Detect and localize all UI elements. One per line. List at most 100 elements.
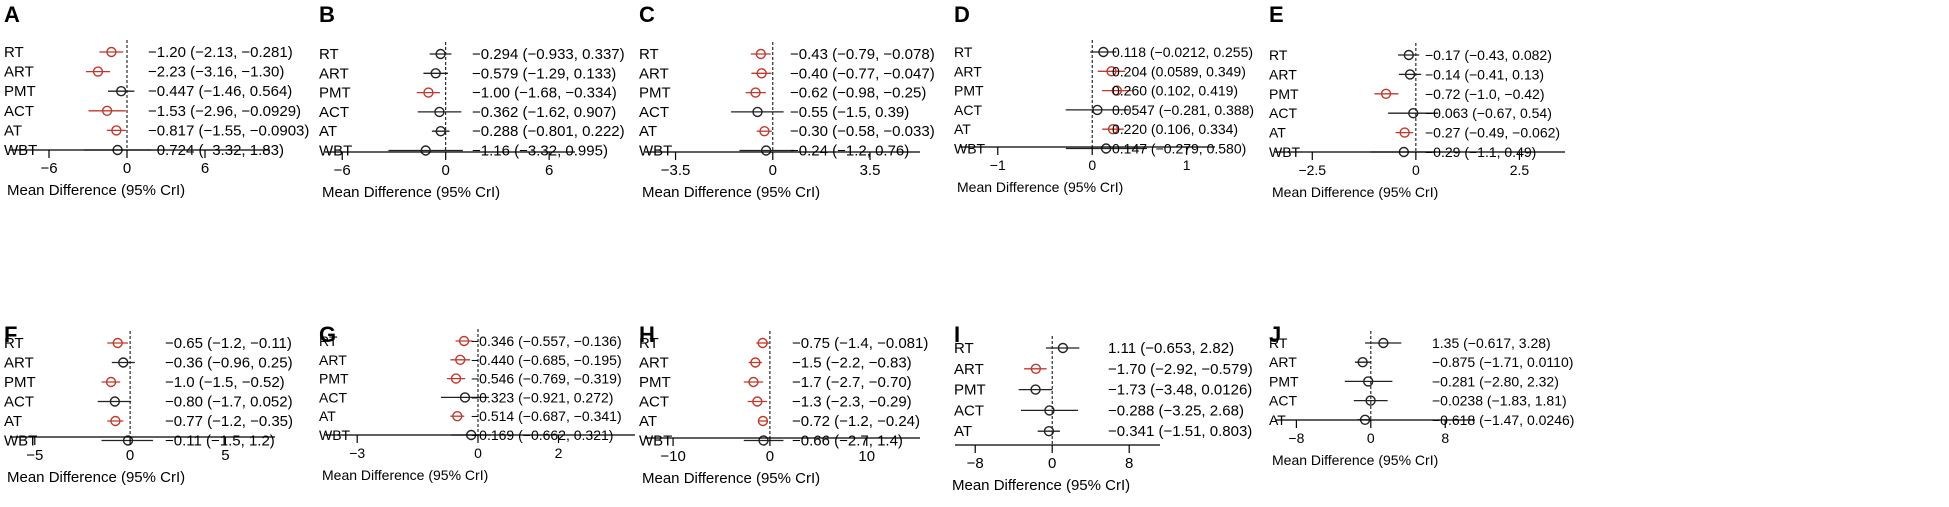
forest-panel-e: E RT −0.17 (−0.43, 0.082) ART −0.14 (−0.41, …: [1269, 2, 1565, 200]
x-tick-label: 3.5: [860, 162, 881, 179]
treatment-label: PMT: [639, 85, 671, 102]
estimate-ci-label: −0.063 (−0.67, 0.54): [1425, 105, 1552, 121]
estimate-ci-label: −0.11 (−1.5, 1.2): [165, 433, 275, 450]
estimate-ci-label: −0.66 (−2.7, 1.4): [792, 433, 903, 450]
estimate-ci-label: −0.72 (−1.0, −0.42): [1425, 86, 1544, 102]
treatment-label: ACT: [954, 102, 982, 118]
treatment-label: RT: [1269, 47, 1288, 63]
estimate-ci-label: −1.70 (−2.92, −0.579): [1108, 361, 1253, 378]
forest-panel-j: JRT 1.35 (−0.617, 3.28) ART −0.875 (−1.71, …: [1269, 322, 1574, 468]
estimate-ci-label: −0.14 (−0.41, 0.13): [1425, 66, 1544, 82]
treatment-label: RT: [639, 335, 659, 352]
treatment-label: RT: [639, 46, 659, 63]
x-tick-label: 0: [126, 447, 134, 464]
estimate-ci-label: 0.260 (0.102, 0.419): [1112, 83, 1238, 99]
x-tick-label: 8: [1125, 455, 1133, 472]
point-estimate-marker: [434, 106, 445, 118]
treatment-label: ART: [319, 65, 349, 82]
treatment-label: ACT: [639, 394, 669, 411]
point-estimate-marker: [458, 335, 470, 347]
x-axis-label: Mean Difference (95% CrI): [957, 179, 1123, 195]
point-estimate-marker: [423, 87, 434, 98]
point-estimate-marker: [1092, 104, 1103, 116]
point-estimate-marker: [435, 48, 446, 60]
estimate-ci-label: −0.341 (−1.51, 0.803): [1108, 423, 1252, 440]
treatment-label: AT: [639, 123, 657, 140]
point-estimate-marker: [755, 48, 767, 60]
x-tick-label: 0: [474, 445, 482, 461]
point-estimate-marker: [459, 392, 471, 403]
point-estimate-marker: [750, 87, 761, 98]
point-estimate-marker: [1111, 85, 1122, 96]
treatment-label: WBT: [639, 433, 672, 450]
panel-label: D: [954, 2, 970, 27]
estimate-ci-label: 1.35 (−0.617, 3.28): [1432, 335, 1551, 351]
estimate-ci-label: −0.24 (−1.2, 0.76): [790, 143, 909, 160]
estimate-ci-label: −0.80 (−1.7, 0.052): [165, 394, 293, 411]
x-axis-label: Mean Difference (95% CrI): [1272, 184, 1438, 200]
estimate-ci-label: −0.30 (−0.58, −0.033): [790, 123, 935, 140]
point-estimate-marker: [1380, 88, 1392, 100]
estimate-ci-label: −0.294 (−0.933, 0.337): [472, 46, 625, 63]
treatment-label: AT: [319, 408, 336, 424]
point-estimate-marker: [105, 376, 117, 388]
treatment-label: RT: [319, 46, 339, 63]
x-tick-label: 0: [442, 162, 450, 179]
estimate-ci-label: −0.0238 (−1.83, 1.81): [1432, 393, 1567, 409]
panel-label: H: [639, 322, 655, 347]
estimate-ci-label: −1.5 (−2.2, −0.83): [792, 355, 912, 372]
treatment-label: AT: [639, 413, 657, 430]
x-tick-label: −3: [349, 445, 365, 461]
x-tick-label: −6: [40, 160, 57, 177]
panel-label: B: [319, 2, 335, 27]
point-estimate-marker: [1107, 123, 1119, 135]
estimate-ci-label: −0.40 (−0.77, −0.047): [790, 65, 935, 82]
estimate-ci-label: −1.20 (−2.13, −0.281): [148, 44, 293, 61]
treatment-label: AT: [4, 413, 22, 430]
treatment-label: PMT: [319, 371, 349, 387]
forest-panel-b: B RT −0.294 (−0.933, 0.337) ART −0.579 (−1.2…: [319, 2, 625, 201]
point-estimate-marker: [109, 396, 121, 407]
point-estimate-marker: [1404, 69, 1416, 80]
estimate-ci-label: −0.27 (−0.49, −0.062): [1425, 125, 1560, 141]
estimate-ci-label: −1.00 (−1.68, −0.334): [472, 85, 617, 102]
estimate-ci-label: −0.546 (−0.769, −0.319): [471, 371, 622, 387]
treatment-label: ART: [954, 361, 984, 378]
x-tick-label: −3.5: [661, 162, 691, 179]
x-tick-label: 10: [858, 448, 875, 465]
x-axis-label: Mean Difference (95% CrI): [7, 182, 185, 199]
treatment-label: PMT: [319, 85, 351, 102]
forest-panel-f: FRT −0.65 (−1.2, −0.11) ART −0.36 (−0.96, 0…: [4, 322, 293, 486]
point-estimate-marker: [112, 337, 123, 349]
point-estimate-marker: [106, 46, 117, 58]
treatment-label: RT: [4, 44, 24, 61]
estimate-ci-label: 0.118 (−0.0212, 0.255): [1112, 44, 1253, 60]
treatment-label: ACT: [4, 103, 34, 120]
point-estimate-marker: [122, 435, 134, 446]
treatment-label: ACT: [1269, 105, 1297, 121]
panel-label: E: [1269, 2, 1284, 27]
treatment-label: RT: [4, 335, 24, 352]
x-axis-label: Mean Difference (95% CrI): [322, 184, 500, 201]
x-tick-label: 0: [123, 160, 131, 177]
x-tick-label: −2.5: [1298, 162, 1326, 178]
estimate-ci-label: −0.72 (−1.2, −0.24): [792, 413, 920, 430]
x-tick-label: −5: [26, 447, 43, 464]
point-estimate-marker: [1399, 127, 1410, 138]
treatment-label: ART: [319, 352, 347, 368]
point-estimate-marker: [1403, 49, 1415, 61]
treatment-label: WBT: [319, 143, 352, 160]
treatment-label: PMT: [954, 382, 986, 399]
estimate-ci-label: −0.817 (−1.55, −0.0903): [148, 122, 309, 139]
estimate-ci-label: −0.618 (−1.47, 0.0246): [1432, 412, 1574, 428]
treatment-label: ART: [4, 64, 34, 81]
estimate-ci-label: −0.323 (−0.921, 0.272): [471, 389, 613, 405]
treatment-label: ART: [1269, 354, 1297, 370]
estimate-ci-label: −0.288 (−0.801, 0.222): [472, 123, 625, 140]
treatment-label: RT: [1269, 335, 1288, 351]
x-tick-label: 0: [1367, 430, 1375, 446]
x-tick-label: 5: [221, 447, 229, 464]
estimate-ci-label: −1.0 (−1.5, −0.52): [165, 374, 285, 391]
point-estimate-marker: [1100, 143, 1112, 154]
